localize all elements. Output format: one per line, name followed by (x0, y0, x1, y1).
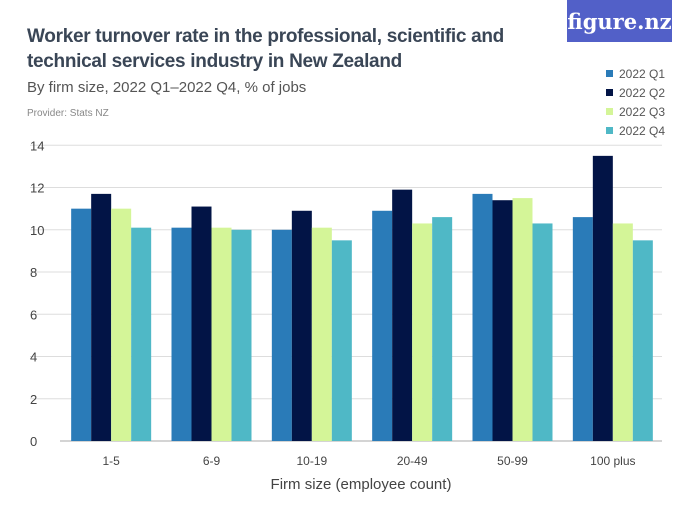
bar-2022-q4 (532, 223, 553, 441)
bar-2022-q1 (71, 208, 92, 441)
x-tick-label: 6-9 (203, 454, 221, 468)
bar-2022-q4 (432, 217, 453, 441)
y-tick-label: 2 (30, 392, 37, 407)
bar-2022-q1 (271, 229, 292, 441)
bar-2022-q2 (191, 206, 212, 441)
bar-2022-q2 (392, 189, 413, 441)
bar-2022-q3 (311, 227, 332, 441)
provider-label: Provider: Stats NZ (27, 108, 109, 119)
bar-2022-q3 (412, 223, 433, 441)
y-tick-label: 14 (30, 138, 44, 153)
x-axis-title: Firm size (employee count) (271, 476, 452, 493)
legend-label: 2022 Q4 (619, 123, 666, 138)
bar-2022-q1 (472, 193, 493, 441)
bar-2022-q3 (612, 223, 633, 441)
legend-item: 2022 Q2 (606, 83, 665, 102)
y-tick-label: 0 (30, 434, 37, 449)
x-tick-label: 50-99 (497, 454, 528, 468)
legend-label: 2022 Q1 (619, 66, 666, 81)
y-tick-label: 12 (30, 181, 44, 196)
logo-text: figure.nz (567, 8, 672, 34)
bar-2022-q4 (632, 240, 653, 441)
figure-nz-logo[interactable]: figure.nz (567, 0, 672, 42)
bar-2022-q4 (231, 229, 252, 441)
legend-swatch (606, 108, 613, 115)
x-tick-label: 100 plus (590, 454, 635, 468)
x-tick-label: 20-49 (397, 454, 428, 468)
bar-2022-q1 (171, 227, 192, 441)
bar-2022-q2 (592, 155, 613, 441)
bar-2022-q1 (572, 217, 593, 441)
chart-subtitle: By firm size, 2022 Q1–2022 Q4, % of jobs (27, 79, 307, 96)
bar-2022-q2 (291, 210, 312, 441)
legend-swatch (606, 89, 613, 96)
x-tick-label: 10-19 (296, 454, 327, 468)
bar-2022-q4 (331, 240, 352, 441)
chart-title: Worker turnover rate in the professional… (27, 26, 504, 72)
bar-2022-q1 (372, 210, 393, 441)
bar-2022-q3 (512, 198, 533, 441)
bar-2022-q4 (131, 227, 152, 441)
x-tick-label: 1-5 (102, 454, 120, 468)
y-tick-label: 10 (30, 223, 44, 238)
legend-label: 2022 Q2 (619, 85, 666, 100)
legend-item: 2022 Q3 (606, 102, 665, 121)
legend: 2022 Q1 2022 Q2 2022 Q3 2022 Q4 (606, 64, 665, 140)
bar-2022-q2 (492, 200, 513, 441)
y-tick-label: 4 (30, 350, 37, 365)
legend-item: 2022 Q4 (606, 121, 665, 140)
legend-item: 2022 Q1 (606, 64, 665, 83)
y-tick-label: 8 (30, 265, 37, 280)
legend-label: 2022 Q3 (619, 104, 666, 119)
y-tick-label: 6 (30, 307, 37, 322)
legend-swatch (606, 70, 613, 77)
legend-swatch (606, 127, 613, 134)
bar-2022-q3 (111, 208, 132, 441)
bar-2022-q3 (211, 227, 232, 441)
bar-2022-q2 (91, 193, 112, 441)
